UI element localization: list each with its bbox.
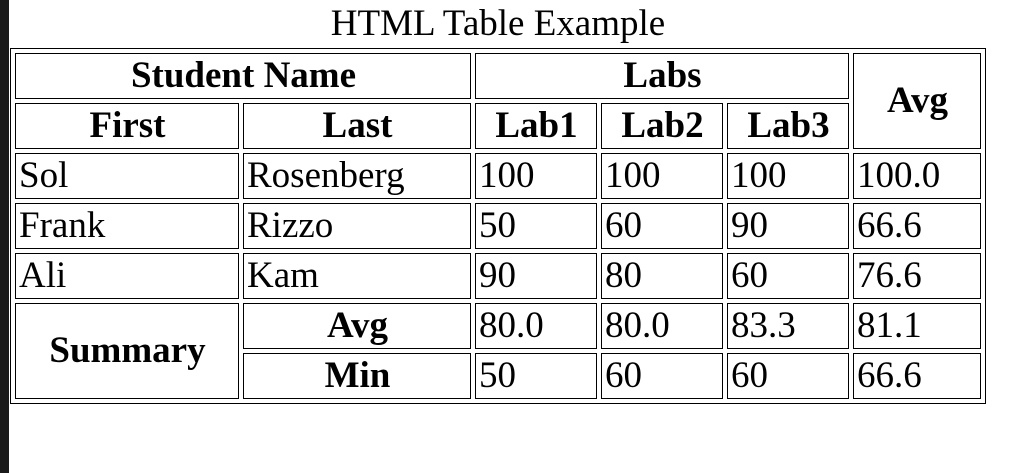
cell-lab3: 100 [727,153,849,199]
grade-table: Student Name Labs Avg First Last Lab1 La… [10,48,986,404]
summary-min-lab1: 50 [475,353,597,399]
header-first: First [15,103,239,149]
summary-label: Summary [15,303,239,399]
header-lab3: Lab3 [727,103,849,149]
summary-min-lab2: 60 [601,353,723,399]
table-row: Ali Kam 90 80 60 76.6 [15,253,981,299]
summary-row-avg: Summary Avg 80.0 80.0 83.3 81.1 [15,303,981,399]
header-avg: Avg [853,53,981,149]
header-row-columns: First Last Lab1 Lab2 Lab3 [15,103,981,149]
cell-last: Kam [243,253,471,299]
cell-lab1: 50 [475,203,597,249]
summary-min-label: Min [243,353,471,399]
window-left-edge [0,0,9,473]
header-lab1: Lab1 [475,103,597,149]
cell-lab3: 60 [727,253,849,299]
summary-avg-lab1: 80.0 [475,303,597,349]
cell-first: Sol [15,153,239,199]
summary-avg-lab3: 83.3 [727,303,849,349]
summary-avg-overall: 81.1 [853,303,981,349]
table-caption: HTML Table Example [330,3,666,44]
cell-last: Rosenberg [243,153,471,199]
cell-avg: 100.0 [853,153,981,199]
cell-avg: 66.6 [853,203,981,249]
summary-min-lab3: 60 [727,353,849,399]
header-lab2: Lab2 [601,103,723,149]
summary-avg-lab2: 80.0 [601,303,723,349]
cell-avg: 76.6 [853,253,981,299]
cell-last: Rizzo [243,203,471,249]
cell-first: Frank [15,203,239,249]
cell-lab3: 90 [727,203,849,249]
cell-lab2: 100 [601,153,723,199]
summary-avg-label: Avg [243,303,471,349]
summary-min-overall: 66.6 [853,353,981,399]
cell-lab2: 60 [601,203,723,249]
summary-row-min: Min 50 60 60 66.6 [15,353,981,399]
table-row: Frank Rizzo 50 60 90 66.6 [15,203,981,249]
cell-lab2: 80 [601,253,723,299]
header-labs: Labs [475,53,849,99]
cell-lab1: 90 [475,253,597,299]
header-last: Last [243,103,471,149]
cell-lab1: 100 [475,153,597,199]
header-student-name: Student Name [15,53,471,99]
cell-first: Ali [15,253,239,299]
table-row: Sol Rosenberg 100 100 100 100.0 [15,153,981,199]
header-row-groups: Student Name Labs Avg [15,53,981,149]
